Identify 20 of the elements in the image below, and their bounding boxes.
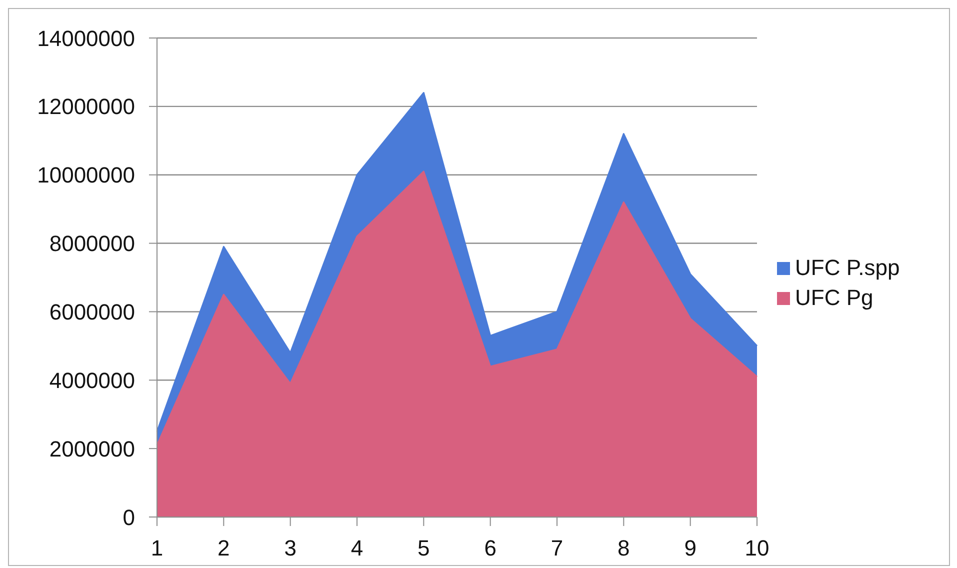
x-tick-label: 4	[350, 536, 364, 561]
y-tick-label: 14000000	[37, 26, 135, 51]
y-tick-label: 6000000	[49, 300, 135, 325]
y-tick-label: 12000000	[37, 94, 135, 120]
x-tick-label: 6	[484, 536, 496, 561]
x-tick-label: 1	[150, 536, 164, 561]
legend-label: UFC P.spp	[795, 255, 900, 281]
y-tick-label: 10000000	[37, 162, 135, 188]
y-tick-label: 2000000	[49, 436, 135, 462]
x-tick-label: 3	[284, 536, 296, 561]
x-tick-label: 9	[684, 536, 696, 561]
x-tick-label: 2	[218, 536, 230, 561]
y-tick-label: 0	[122, 504, 135, 530]
x-tick-label: 5	[418, 536, 430, 561]
x-tick-label: 8	[618, 536, 630, 561]
legend-label: UFC Pg	[795, 285, 874, 311]
x-tick-label: 10	[744, 536, 770, 561]
x-tick-label: 7	[550, 536, 564, 561]
y-tick-label: 8000000	[49, 231, 135, 256]
y-tick-label: 4000000	[49, 368, 135, 393]
